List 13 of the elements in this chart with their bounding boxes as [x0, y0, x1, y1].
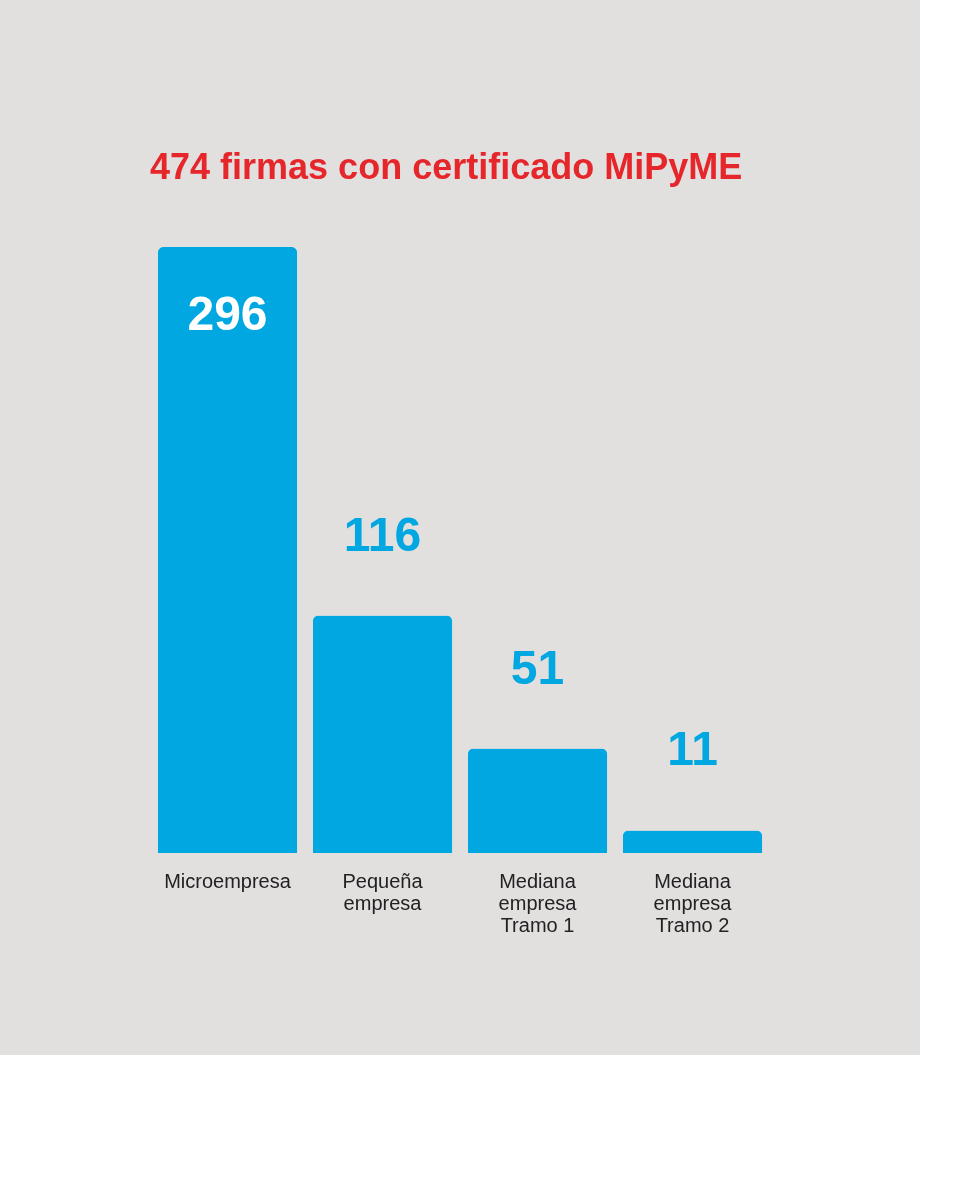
bar — [467, 748, 608, 853]
x-tick-label: Microempresa — [164, 869, 292, 892]
data-label: 296 — [187, 287, 268, 340]
x-tick-label: Mediana empresa Tramo 1 — [498, 869, 578, 936]
bar — [312, 615, 453, 853]
x-tick-label: Pequeña empresa — [342, 869, 424, 914]
bar — [622, 830, 763, 853]
chart-title: 474 firmas con certificado MiPyME — [150, 146, 743, 187]
bar — [157, 247, 298, 853]
data-label: 51 — [510, 640, 565, 694]
data-label: 116 — [343, 507, 422, 561]
data-label: 11 — [667, 722, 718, 776]
x-tick-label: Mediana empresa Tramo 2 — [653, 869, 733, 936]
